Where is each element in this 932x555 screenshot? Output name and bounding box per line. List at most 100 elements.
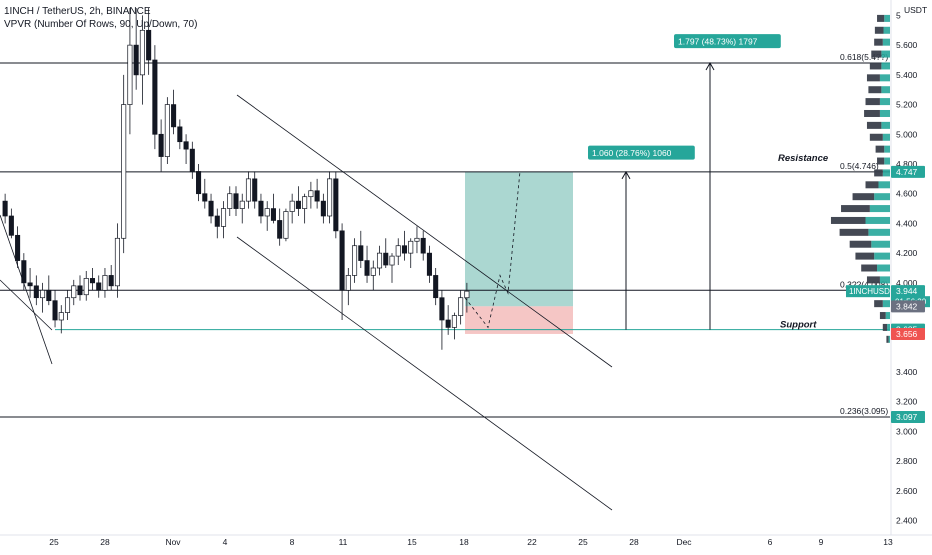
price-tag bbox=[891, 285, 925, 298]
volume-bar-down bbox=[866, 121, 882, 129]
x-axis-tick: 13 bbox=[883, 537, 893, 547]
x-axis-tick: 9 bbox=[819, 537, 824, 547]
volume-bar-down bbox=[879, 312, 886, 320]
volume-bar-down bbox=[866, 276, 880, 284]
volume-bar-down bbox=[886, 335, 889, 343]
volume-bar-up bbox=[888, 335, 890, 343]
candle bbox=[308, 190, 314, 198]
fib-label: 0.618(5.4??) bbox=[840, 52, 888, 62]
price-tag-text: 3.842 bbox=[896, 301, 918, 311]
candle bbox=[189, 148, 195, 172]
candle bbox=[114, 237, 120, 287]
y-axis-tick: 2.800 bbox=[896, 456, 918, 466]
candle bbox=[52, 300, 58, 321]
volume-bar-up bbox=[874, 252, 890, 260]
y-axis-tick: 4.800 bbox=[896, 159, 918, 169]
volume-bar-up bbox=[882, 133, 890, 141]
candle bbox=[426, 252, 432, 276]
x-axis-tick: Dec bbox=[676, 537, 692, 547]
candle bbox=[214, 215, 220, 227]
fib-label: 0.236(3.095) bbox=[840, 406, 888, 416]
volume-bar-up bbox=[881, 62, 890, 70]
measure-arrow-head bbox=[621, 170, 631, 180]
y-axis-tick: 2.400 bbox=[896, 516, 918, 526]
candle bbox=[239, 200, 245, 209]
candle bbox=[270, 208, 276, 221]
candle bbox=[333, 178, 339, 232]
volume-bar-down bbox=[865, 98, 880, 106]
candle bbox=[121, 104, 127, 239]
volume-bar-up bbox=[883, 26, 890, 34]
y-axis-tick: 4.200 bbox=[896, 248, 918, 258]
candle bbox=[258, 200, 264, 217]
candle bbox=[401, 245, 408, 254]
volume-bar-down bbox=[874, 169, 883, 177]
candle bbox=[15, 234, 21, 261]
candle bbox=[277, 220, 283, 239]
candle bbox=[408, 240, 414, 254]
candle bbox=[451, 315, 457, 328]
candle bbox=[171, 104, 177, 128]
volume-bar-down bbox=[874, 26, 884, 34]
volume-bar-down bbox=[877, 157, 885, 165]
candle bbox=[2, 200, 8, 217]
y-axis-tick: 4.400 bbox=[896, 218, 918, 228]
candle bbox=[133, 44, 139, 76]
volume-bar-down bbox=[874, 300, 883, 308]
symbol-title: 1INCH / TetherUS, 2h, BINANCE bbox=[4, 6, 151, 17]
y-axis-tick: 5.400 bbox=[896, 70, 918, 80]
candle bbox=[202, 193, 208, 202]
x-axis-tick: 4 bbox=[223, 537, 228, 547]
candle bbox=[264, 208, 270, 217]
x-axis-tick: 18 bbox=[459, 537, 469, 547]
candle bbox=[146, 29, 152, 61]
candle bbox=[71, 285, 77, 299]
y-axis-tick: 4.000 bbox=[896, 278, 918, 288]
price-tag bbox=[891, 165, 925, 178]
y-axis-tick: 3.400 bbox=[896, 367, 918, 377]
volume-bar-up bbox=[868, 228, 890, 236]
candle bbox=[320, 200, 326, 217]
volume-bar-down bbox=[868, 86, 882, 94]
candle bbox=[289, 200, 295, 212]
volume-bar-down bbox=[865, 181, 879, 189]
volume-bar-up bbox=[879, 74, 890, 82]
volume-bar-down bbox=[849, 240, 872, 248]
volume-bar-down bbox=[882, 323, 888, 331]
volume-bar-up bbox=[881, 50, 890, 58]
x-axis-tick: 22 bbox=[527, 537, 537, 547]
volume-bar-up bbox=[884, 157, 890, 165]
volume-bar-down bbox=[852, 193, 875, 201]
volume-bar-up bbox=[884, 145, 890, 153]
trend-line-left bbox=[0, 214, 53, 365]
volume-bar-down bbox=[874, 38, 883, 46]
price-tag bbox=[891, 411, 925, 424]
candle bbox=[108, 275, 114, 287]
volume-bar-down bbox=[871, 50, 882, 58]
price-tag-text: 4.747 bbox=[896, 167, 918, 177]
volume-bar-up bbox=[881, 121, 890, 129]
y-axis-tick: 3.000 bbox=[896, 426, 918, 436]
volume-bar-up bbox=[869, 205, 890, 213]
volume-bar-down bbox=[841, 205, 870, 213]
volume-bar-down bbox=[875, 145, 885, 153]
candle bbox=[420, 237, 426, 254]
x-axis-tick: 6 bbox=[768, 537, 773, 547]
x-axis-tick: Nov bbox=[165, 537, 181, 547]
price-tag bbox=[891, 300, 925, 313]
candle bbox=[445, 319, 451, 328]
candle bbox=[358, 245, 364, 261]
volume-bar-up bbox=[879, 109, 890, 117]
candle bbox=[83, 278, 89, 296]
trend-line-left-2 bbox=[0, 279, 53, 331]
candle bbox=[196, 171, 202, 195]
y-axis-tick: 5 bbox=[896, 10, 901, 20]
x-axis-tick: 28 bbox=[100, 537, 110, 547]
candle bbox=[64, 297, 71, 313]
volume-bar-down bbox=[861, 264, 878, 272]
candle bbox=[102, 275, 108, 291]
candle bbox=[177, 126, 183, 143]
candle bbox=[21, 260, 27, 284]
